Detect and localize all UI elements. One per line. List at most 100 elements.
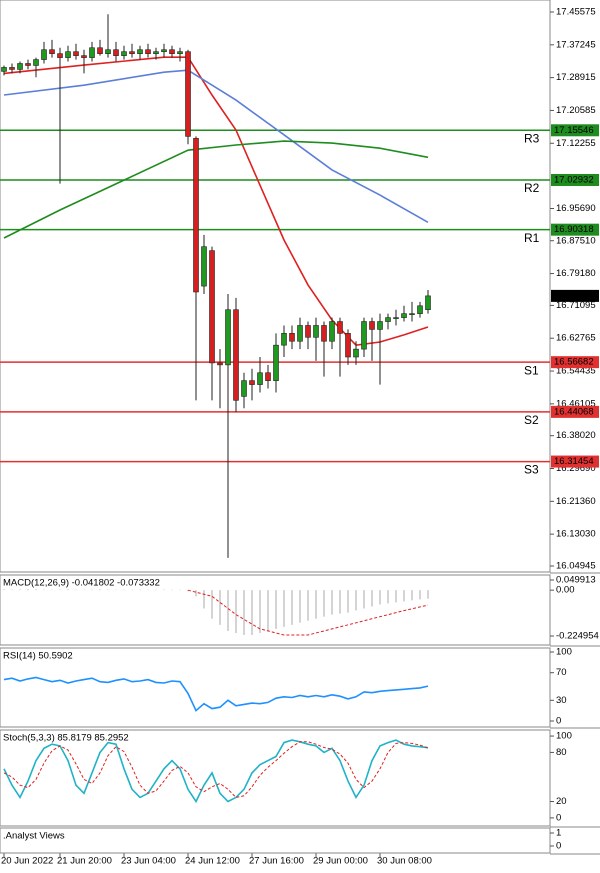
candle-body bbox=[241, 380, 247, 397]
y-tick-label: 0.049913 bbox=[556, 575, 596, 586]
y-tick-label: 17.12255 bbox=[556, 138, 596, 149]
panel-title: MACD(12,26,9) -0.041802 -0.073332 bbox=[3, 578, 160, 589]
candle-body bbox=[361, 321, 367, 350]
y-tick-label: 16.79180 bbox=[556, 268, 596, 279]
candle-body bbox=[57, 53, 63, 58]
candle-body bbox=[305, 325, 311, 338]
candle-body bbox=[41, 49, 47, 60]
level-name: S3 bbox=[524, 463, 539, 477]
x-tick-label: 20 Jun 2022 bbox=[1, 856, 53, 867]
candle-body bbox=[81, 55, 87, 58]
level-price-label: 17.02932 bbox=[554, 174, 594, 185]
level-price-box bbox=[551, 124, 599, 137]
candle-body bbox=[393, 317, 399, 319]
y-tick-label: 16.87510 bbox=[556, 235, 596, 246]
level-price-label: 16.90318 bbox=[554, 224, 594, 235]
x-tick-label: 27 Jun 16:00 bbox=[249, 856, 304, 867]
candle-body bbox=[257, 372, 263, 385]
level-price-box bbox=[551, 223, 599, 236]
indicator-line bbox=[3, 676, 429, 712]
candle-body bbox=[49, 49, 55, 54]
candle-body bbox=[201, 246, 207, 287]
y-tick-label: 16.54435 bbox=[556, 366, 596, 377]
y-tick-label: 0 bbox=[556, 841, 561, 852]
candle-body bbox=[377, 321, 383, 330]
level-name: S1 bbox=[524, 363, 539, 377]
y-tick-label: 16.13030 bbox=[556, 529, 596, 540]
candle-body bbox=[289, 333, 295, 342]
candle-body bbox=[337, 321, 343, 334]
candle-body bbox=[409, 313, 415, 315]
y-tick-label: 17.45575 bbox=[556, 7, 596, 18]
moving-average bbox=[3, 56, 429, 347]
level-price-box bbox=[551, 455, 599, 468]
y-tick-label: 16.95690 bbox=[556, 203, 596, 214]
level-price-label: 16.56682 bbox=[554, 357, 594, 368]
y-tick-label: 1 bbox=[556, 828, 561, 839]
candle-body bbox=[385, 317, 391, 322]
candle-body bbox=[65, 51, 71, 58]
last-price-box bbox=[551, 289, 599, 302]
candle-body bbox=[313, 325, 319, 338]
moving-average bbox=[3, 140, 429, 239]
candle-body bbox=[217, 362, 223, 366]
panel-title: Stoch(5,3,3) 85.8179 85.2952 bbox=[3, 733, 129, 744]
x-tick-label: 21 Jun 20:00 bbox=[57, 856, 112, 867]
candle-body bbox=[193, 138, 199, 293]
indicator-line bbox=[3, 739, 429, 804]
y-tick-label: 100 bbox=[556, 647, 572, 658]
macd-signal bbox=[187, 589, 429, 636]
y-tick-label: 80 bbox=[556, 747, 567, 758]
candle-body bbox=[9, 67, 15, 70]
y-tick-label: 70 bbox=[556, 667, 567, 678]
x-tick-label: 30 Jun 08:00 bbox=[377, 856, 432, 867]
candle-body bbox=[225, 309, 231, 366]
candle-body bbox=[185, 51, 191, 137]
candle-body bbox=[169, 49, 175, 54]
y-tick-label: 16.21360 bbox=[556, 496, 596, 507]
level-price-box bbox=[551, 356, 599, 369]
candle-body bbox=[105, 49, 111, 54]
y-tick-label: 17.28915 bbox=[556, 72, 596, 83]
level-name: S2 bbox=[524, 413, 539, 427]
y-tick-label: 0.00 bbox=[556, 585, 575, 596]
candle-body bbox=[417, 305, 423, 314]
x-tick-label: 24 Jun 12:00 bbox=[185, 856, 240, 867]
candle-body bbox=[401, 313, 407, 318]
y-tick-label: 20 bbox=[556, 796, 567, 807]
candle-body bbox=[345, 333, 351, 358]
candle-body bbox=[369, 321, 375, 330]
candle-body bbox=[281, 333, 287, 346]
candle-body bbox=[73, 51, 79, 56]
candle-body bbox=[425, 295, 431, 311]
candle-body bbox=[161, 49, 167, 52]
candle-body bbox=[321, 325, 327, 342]
y-tick-label: 17.20585 bbox=[556, 105, 596, 116]
y-tick-label: 0 bbox=[556, 716, 561, 727]
y-tick-label: 16.71095 bbox=[556, 300, 596, 311]
last-price-label: 16.73510 bbox=[554, 290, 594, 301]
candle-body bbox=[1, 67, 7, 72]
candle-body bbox=[25, 63, 31, 66]
y-tick-label: 100 bbox=[556, 731, 572, 742]
level-name: R3 bbox=[524, 131, 540, 145]
candle-body bbox=[249, 380, 255, 385]
candle-body bbox=[33, 59, 39, 66]
candle-body bbox=[121, 51, 127, 56]
candle-body bbox=[209, 250, 215, 364]
candle-body bbox=[137, 49, 143, 54]
candle-body bbox=[353, 348, 359, 358]
candle-body bbox=[233, 309, 239, 401]
candle-body bbox=[265, 372, 271, 381]
y-tick-label: 16.62765 bbox=[556, 333, 596, 344]
candle-body bbox=[129, 51, 135, 54]
x-tick-label: 29 Jun 00:00 bbox=[313, 856, 368, 867]
y-tick-label: 16.04945 bbox=[556, 561, 596, 572]
level-name: R1 bbox=[524, 231, 540, 245]
candle-body bbox=[113, 49, 119, 56]
candle-body bbox=[297, 325, 303, 342]
level-price-label: 16.31454 bbox=[554, 456, 594, 467]
candle-body bbox=[97, 47, 103, 54]
level-price-box bbox=[551, 173, 599, 186]
